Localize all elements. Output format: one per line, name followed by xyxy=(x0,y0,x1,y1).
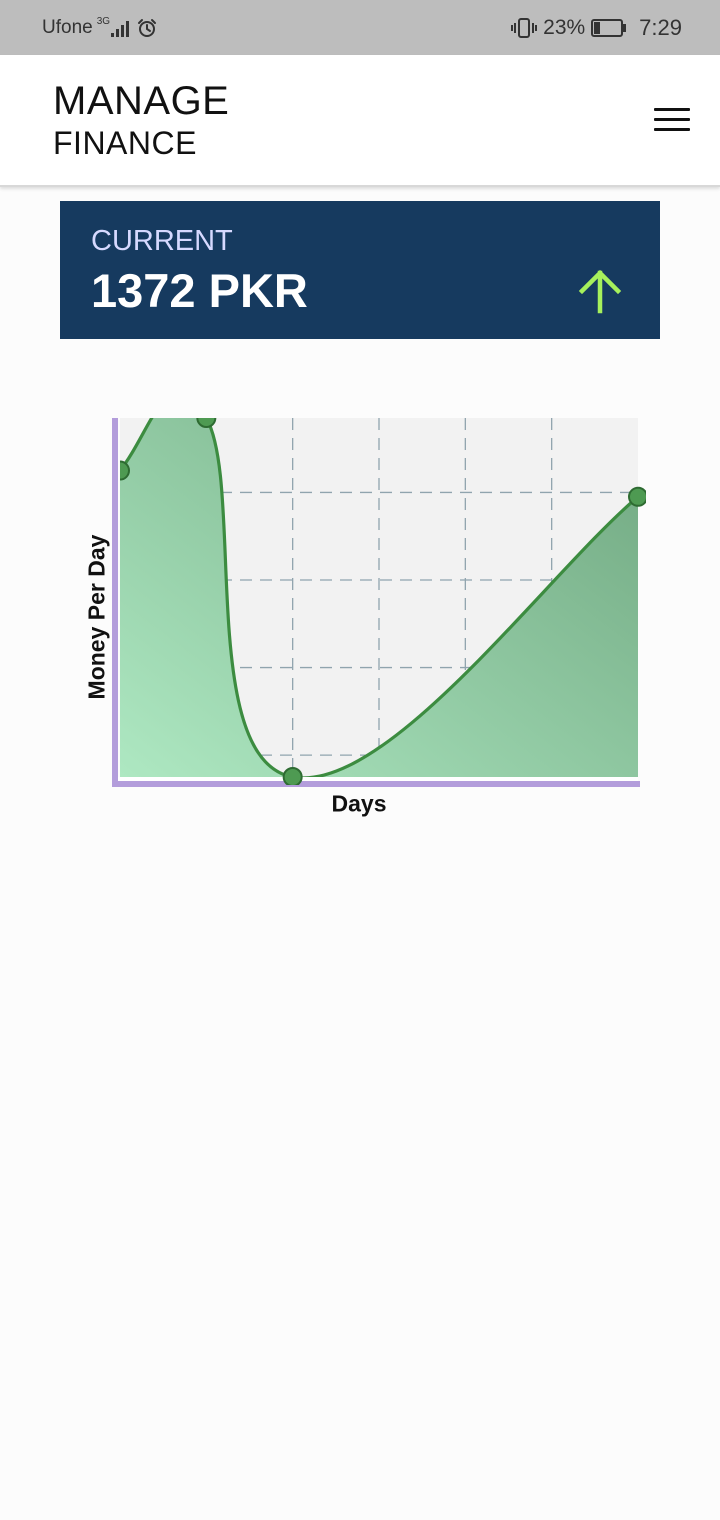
axis-gap xyxy=(118,777,638,781)
data-area xyxy=(120,418,638,778)
arrow-up-icon xyxy=(578,269,622,314)
balance-label: CURRENT xyxy=(91,225,233,257)
battery-icon xyxy=(591,19,627,37)
data-line xyxy=(120,418,640,780)
data-point-3 xyxy=(282,767,303,785)
chart-canvas xyxy=(112,418,646,787)
hamburger-menu-icon[interactable] xyxy=(650,105,694,135)
vibrate-icon xyxy=(511,18,538,38)
current-balance-card: CURRENT 1372 PKR xyxy=(60,201,660,339)
data-point-2 xyxy=(196,418,217,428)
status-left: Ufone 3G xyxy=(42,16,157,40)
signal-icon xyxy=(111,19,130,37)
balance-value: 1372 PKR xyxy=(91,264,308,317)
app-title-line2: FINANCE xyxy=(53,125,197,161)
x-axis-line xyxy=(112,781,640,787)
money-per-day-chart: Money Per Day Days xyxy=(0,380,720,840)
clock: 7:29 xyxy=(639,15,682,40)
y-axis-label: Money Per Day xyxy=(83,534,110,700)
app-title-line1: MANAGE xyxy=(53,79,230,123)
carrier-name: Ufone xyxy=(42,17,93,38)
y-axis-line xyxy=(112,418,118,787)
x-axis-label: Days xyxy=(331,790,387,817)
data-point-1 xyxy=(120,460,130,481)
app-bar: MANAGE FINANCE xyxy=(0,55,720,187)
status-bar: Ufone 3G 23% 7:29 xyxy=(0,0,720,55)
status-right: 23% 7:29 xyxy=(511,14,682,42)
alarm-icon xyxy=(138,19,157,37)
battery-percent: 23% xyxy=(543,16,586,39)
network-type: 3G xyxy=(96,15,111,27)
data-point-4 xyxy=(628,486,646,507)
